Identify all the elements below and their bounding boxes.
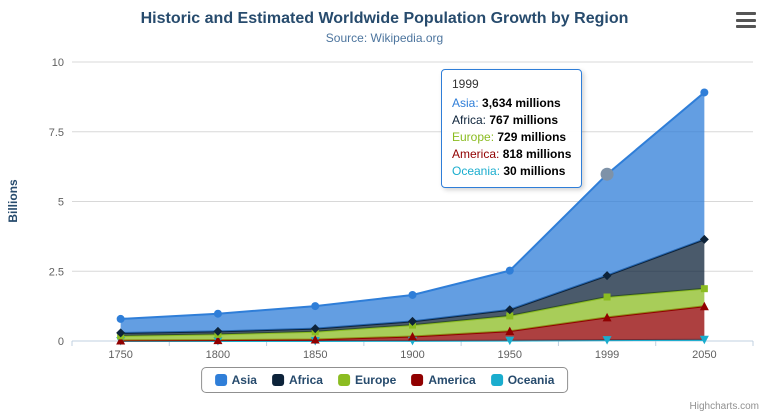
tooltip-series-name: Africa: [452, 113, 490, 127]
legend-item-europe[interactable]: Europe [337, 373, 397, 387]
y-axis-tick-label: 10 [52, 57, 64, 69]
legend-swatch-icon [411, 374, 424, 386]
tooltip-series-name: Asia: [452, 96, 483, 110]
legend-swatch-icon [337, 374, 350, 386]
tooltip-row: Africa: 767 millions [452, 112, 571, 129]
tooltip-row: Oceania: 30 millions [452, 163, 571, 180]
hamburger-menu-icon [736, 18, 756, 22]
legend-label: Europe [354, 373, 397, 387]
series-marker-triangle[interactable] [116, 335, 126, 345]
series-marker-triangle-down[interactable] [505, 336, 515, 346]
tooltip-series-name: Oceania: [452, 164, 504, 178]
hamburger-menu-icon [736, 12, 756, 15]
legend-swatch-icon [490, 374, 503, 386]
series-marker-square[interactable] [603, 293, 611, 301]
series-marker-diamond[interactable] [213, 326, 223, 336]
x-axis-tick-label: 1800 [206, 349, 230, 361]
legend-label: Oceania [507, 373, 555, 387]
y-axis-tick-label: 2.5 [49, 266, 64, 278]
legend-item-oceania[interactable]: Oceania [490, 373, 555, 387]
series-marker-diamond[interactable] [602, 271, 612, 281]
series-marker-square[interactable] [700, 285, 708, 293]
series-marker-circle[interactable] [116, 314, 125, 323]
x-axis-tick-label: 1950 [498, 349, 522, 361]
series-marker-triangle-down[interactable] [699, 335, 709, 345]
tooltip-series-value: 818 millions [502, 147, 572, 161]
series-marker-diamond[interactable] [310, 324, 320, 334]
series-marker-triangle[interactable] [505, 326, 515, 336]
series-marker-diamond[interactable] [699, 234, 709, 244]
legend-label: Africa [288, 373, 323, 387]
credits-link[interactable]: Highcharts.com [689, 401, 759, 412]
export-menu-button[interactable] [736, 11, 756, 29]
series-marker-triangle[interactable] [310, 334, 320, 344]
series-marker-diamond[interactable] [408, 316, 417, 326]
series-marker-triangle-down[interactable] [602, 336, 612, 345]
markers-series-africa[interactable] [116, 234, 709, 338]
hover-point-marker[interactable] [600, 167, 614, 181]
legend-label: Asia [231, 373, 257, 387]
series-marker-circle[interactable] [213, 309, 222, 318]
area-fill[interactable] [120, 92, 705, 333]
tooltip-series-value: 30 millions [503, 164, 566, 178]
area-fill[interactable] [120, 239, 705, 336]
x-axis-tick-label: 1999 [595, 349, 619, 361]
series-marker-triangle[interactable] [213, 335, 223, 345]
area-fill[interactable] [120, 306, 705, 341]
hamburger-menu-icon [736, 25, 756, 28]
series-marker-circle[interactable] [700, 88, 709, 97]
x-axis-tick-label: 1850 [303, 349, 327, 361]
series-marker-diamond[interactable] [505, 305, 515, 315]
series-marker-triangle[interactable] [408, 331, 417, 341]
x-axis-tick-label: 1900 [400, 349, 424, 361]
tooltip-series-name: America: [452, 147, 503, 161]
y-axis-tick-label: 7.5 [49, 127, 64, 139]
tooltip-header: 1999 [452, 77, 479, 91]
y-axis-title: Billions [6, 179, 20, 223]
tooltip-row: America: 818 millions [452, 146, 571, 163]
tooltip-series-name: Europe: [452, 130, 498, 144]
x-axis-tick-label: 1750 [108, 349, 132, 361]
tooltip-series-value: 3,634 millions [482, 96, 561, 110]
legend-label: America [428, 373, 476, 387]
y-axis-tick-label: 0 [58, 336, 64, 348]
chart-title: Historic and Estimated Worldwide Populat… [140, 10, 629, 27]
x-axis-tick-label: 2050 [692, 349, 716, 361]
legend: Asia Africa Europe America Oceania [200, 367, 569, 393]
y-axis-tick-label: 5 [58, 197, 64, 209]
chart-subtitle: Source: Wikipedia.org [325, 31, 444, 45]
tooltip-series-value: 729 millions [497, 130, 567, 144]
legend-swatch-icon [214, 374, 227, 386]
series-marker-triangle[interactable] [699, 301, 709, 311]
series-marker-triangle[interactable] [602, 312, 612, 322]
legend-item-asia[interactable]: Asia [214, 373, 257, 387]
series-marker-circle[interactable] [408, 290, 417, 299]
series-marker-circle[interactable] [311, 302, 320, 311]
series-marker-diamond[interactable] [116, 328, 126, 338]
series-marker-circle[interactable] [505, 266, 514, 275]
tooltip-row: Europe: 729 millions [452, 129, 571, 146]
legend-swatch-icon [271, 374, 284, 386]
tooltip-row: Asia: 3,634 millions [452, 95, 571, 112]
series-marker-square[interactable] [506, 312, 514, 320]
tooltip-series-value: 767 millions [489, 113, 559, 127]
markers-series-america[interactable] [116, 301, 709, 345]
legend-item-africa[interactable]: Africa [271, 373, 323, 387]
tooltip-rows: Asia: 3,634 millions Africa: 767 millions… [452, 95, 571, 180]
tooltip: 1999 Asia: 3,634 millions Africa: 767 mil… [441, 69, 583, 188]
legend-item-america[interactable]: America [411, 373, 476, 387]
